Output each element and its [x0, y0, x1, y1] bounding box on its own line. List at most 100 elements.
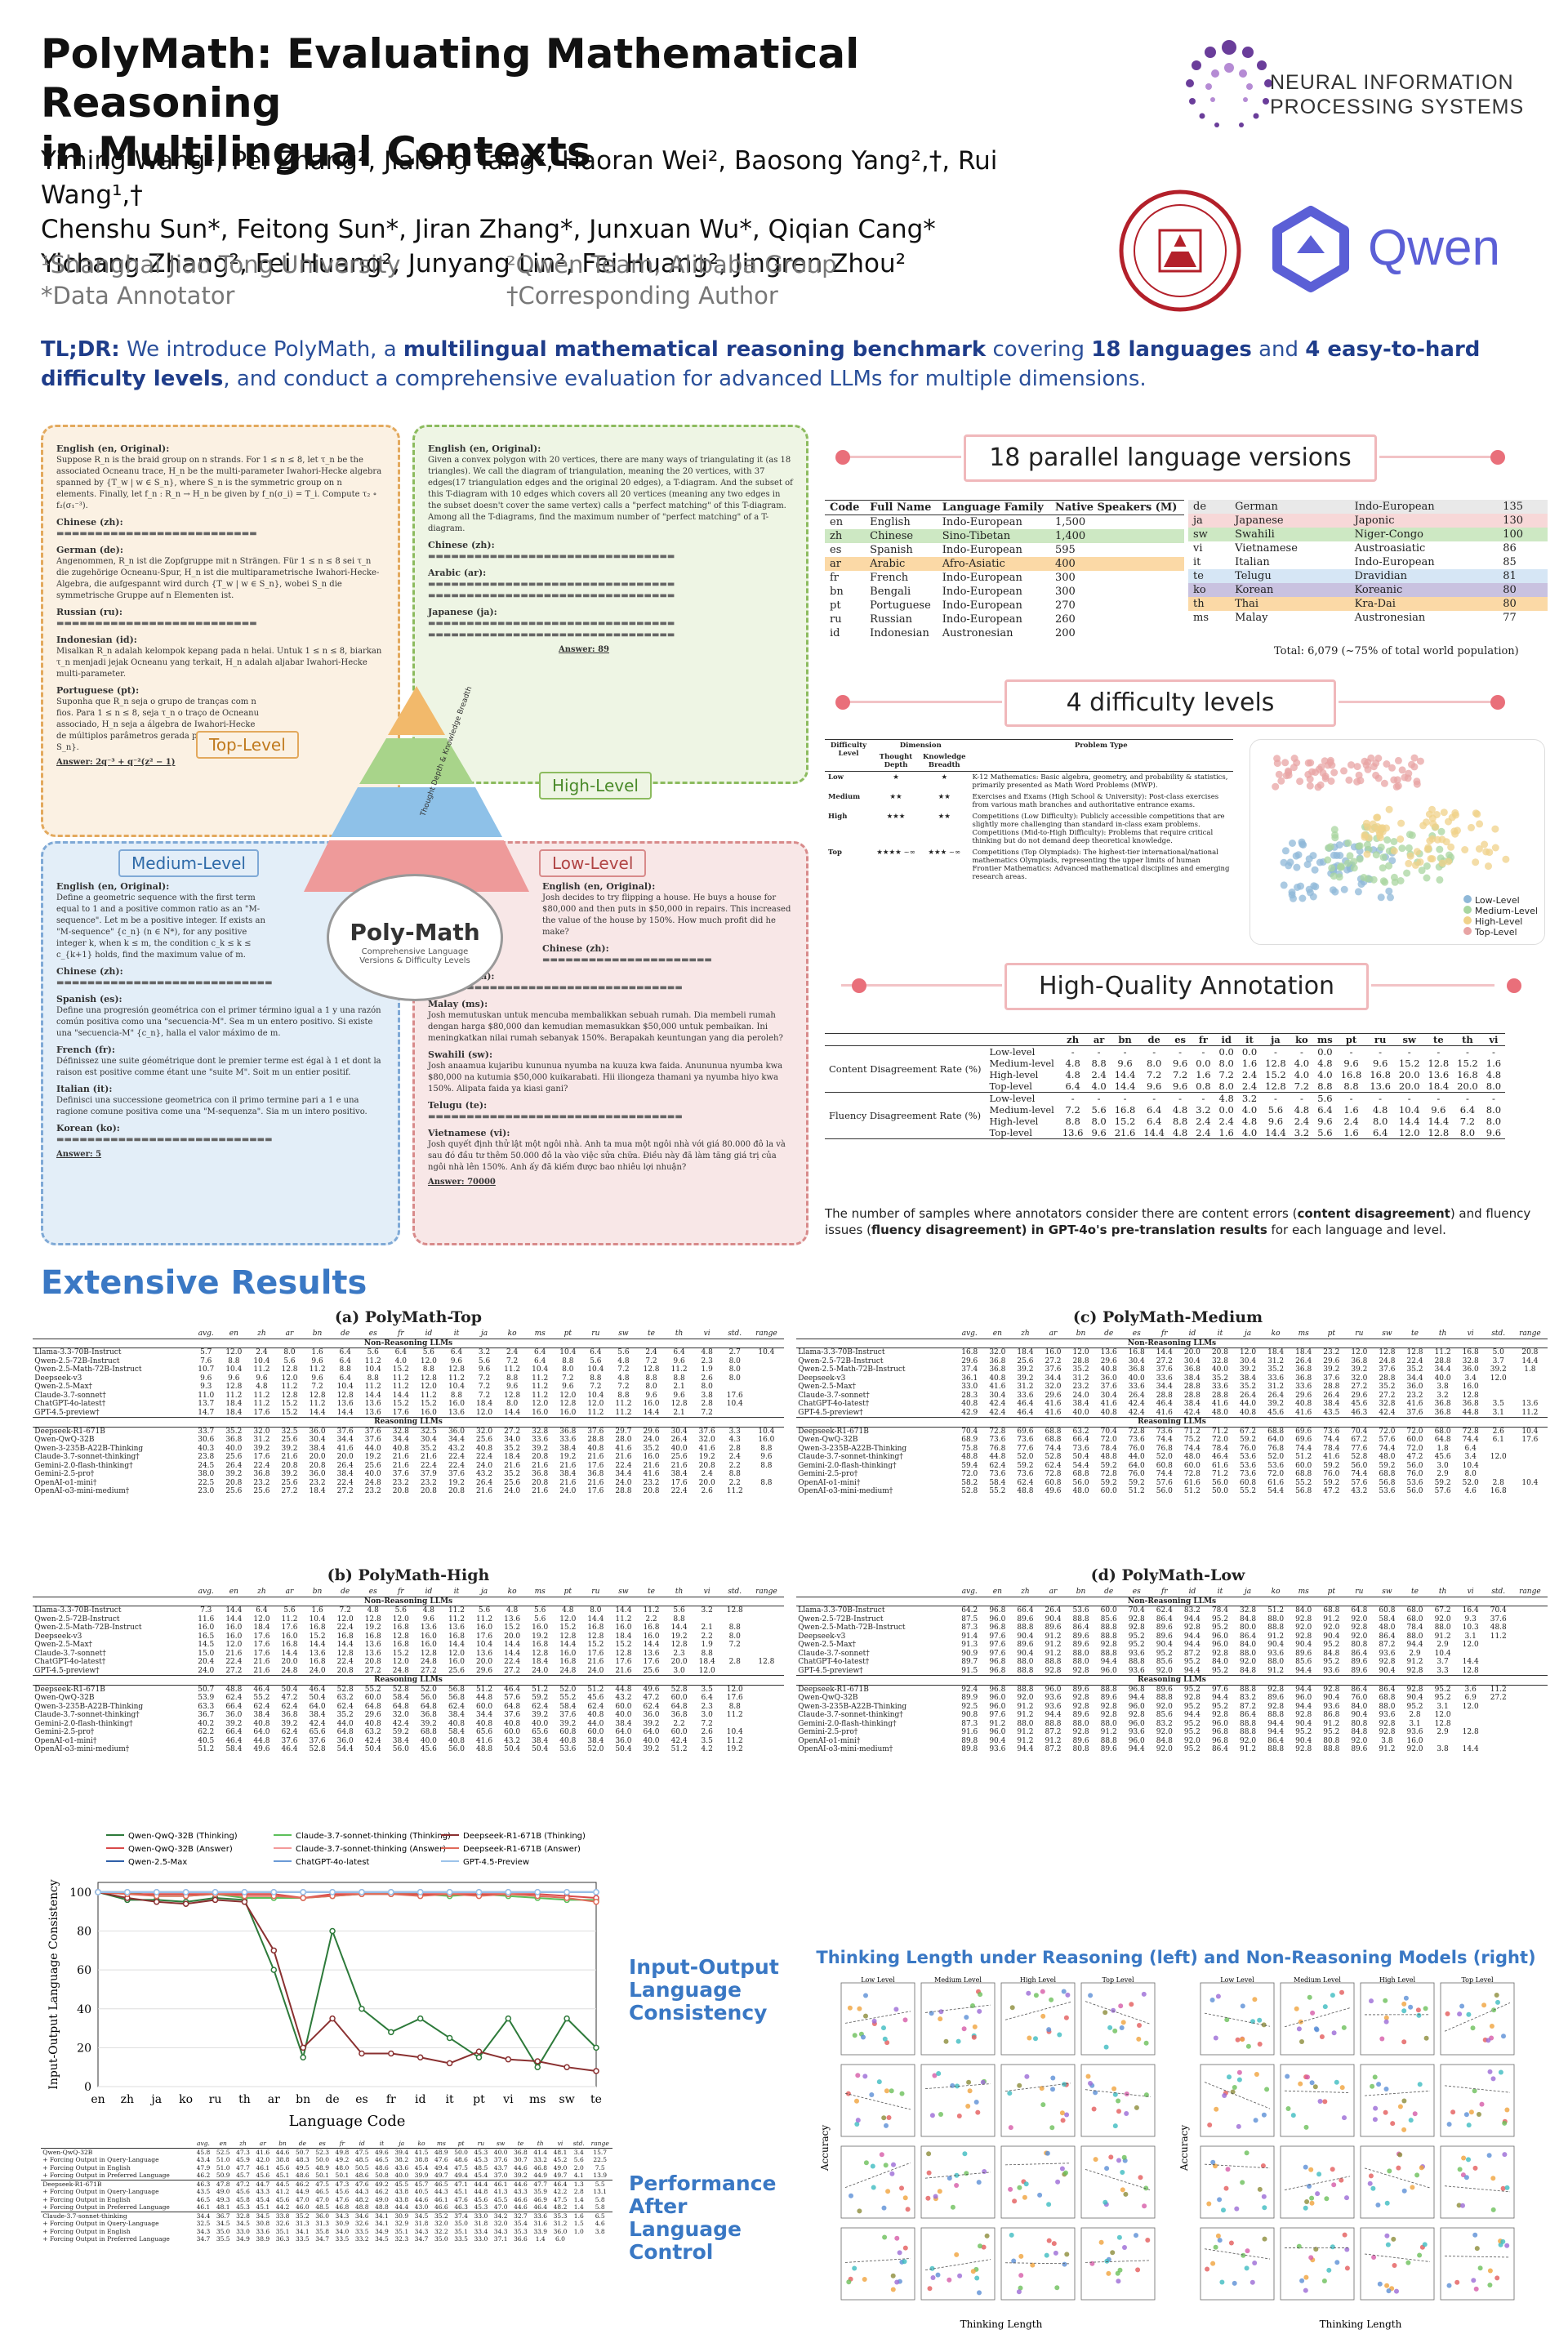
table-cell: 14.4 [336, 1641, 354, 1649]
lang-cell: Indo-European [942, 572, 1022, 584]
model-name: Gemini-2.5-pro† [798, 1470, 858, 1478]
results-group-label: Non-Reasoning LLMs [33, 1596, 784, 1606]
trend-line [1085, 2260, 1152, 2263]
series-point [329, 1927, 336, 1935]
table-cell: 40.8 [504, 1719, 521, 1728]
table-row: Llama-3.3-70B-Instruct 7.3 14.4 6.4 5.6 1.6 7.… [33, 1606, 784, 1615]
table-cell: 30.4 [989, 1391, 1006, 1400]
table-cell: 84.0 [1295, 1606, 1312, 1615]
table-cell: 35.2 [420, 1444, 437, 1453]
table-cell: 37.6 [309, 1736, 326, 1745]
ann-cell: 5.6 [1317, 1127, 1333, 1138]
model-name: Qwen-2.5-Max† [34, 1383, 93, 1391]
table-cell: 40.0 [670, 1444, 688, 1453]
subplot-frame [1440, 2064, 1515, 2137]
table-cell: 84.0 [1351, 1702, 1368, 1711]
ann-cell: - [1071, 1046, 1075, 1058]
table-cell: 36.8 [1128, 1365, 1145, 1374]
table-row: Qwen-2.5-Max† 33.0 41.6 31.2 32.0 23.2 37.6 33.… [796, 1383, 1548, 1392]
ann-cell: 8.8 [1172, 1116, 1188, 1127]
ann-cell: 8.8 [1065, 1116, 1080, 1127]
table-cell: 5.6 [283, 1606, 296, 1615]
scatter-point [1064, 2252, 1070, 2257]
ann-cell: 7.2 [1294, 1080, 1310, 1092]
scatter-point [884, 2088, 889, 2094]
table-cell: 96.0 [1100, 1666, 1117, 1675]
table-cell: 4.8 [617, 1374, 630, 1383]
table-cell: 74.4 [1351, 1470, 1368, 1478]
col-breadth: Knowledge Breadth [923, 753, 966, 769]
ann-cell: - [1123, 1093, 1127, 1104]
lang-label: Indonesian (id): [56, 635, 137, 645]
table-cell: 95.2 [1183, 1702, 1200, 1711]
trend-line [924, 2004, 991, 2013]
results-col-header: it [442, 1588, 470, 1597]
series-line [97, 1891, 597, 1903]
scatter-point [1135, 2267, 1141, 2273]
table-cell: 6.4 [339, 1356, 351, 1365]
table-cell: 64.8 [670, 1702, 688, 1711]
results-col-header: sw [1373, 1330, 1401, 1339]
table-cell: 86.4 [1379, 1685, 1396, 1694]
table-cell: 46.6 [434, 2203, 448, 2211]
scatter-point [1222, 2093, 1227, 2098]
ann-cell: 7.2 [1147, 1069, 1162, 1080]
table-cell: 57.6 [1351, 1478, 1368, 1487]
table-cell: 15.2 [309, 1632, 326, 1641]
ann-cell: 4.8 [1172, 1104, 1188, 1116]
scatter-point [1330, 768, 1339, 777]
table-row: Qwen-QwQ-32B 45.8 52.5 47.3 41.6 44.6 50.7 52.3… [41, 2148, 612, 2156]
ann-col-header: id [1221, 1034, 1232, 1045]
table-cell: 92.8 [1295, 1632, 1312, 1641]
lang-cell: German [1235, 501, 1278, 513]
scatter-point [1350, 864, 1358, 872]
scatter-point [884, 2123, 889, 2128]
scatter-point [870, 2163, 875, 2169]
lang-cell: Italian [1235, 556, 1270, 568]
table-cell: 88.0 [1072, 1649, 1089, 1658]
scatter-point [1461, 846, 1469, 853]
table-cell: 50.4 [504, 1745, 521, 1753]
table-cell: 88.8 [1017, 1666, 1034, 1675]
trend-line [1364, 2090, 1431, 2096]
scatter-point [1296, 777, 1304, 786]
table-cell: 27.2 [1045, 1356, 1062, 1365]
scatter-point [1376, 831, 1384, 840]
table-cell: 16.8 [309, 1658, 326, 1666]
table-cell: 94.4 [1183, 1615, 1200, 1624]
table-cell: 42.4 [392, 1719, 409, 1728]
results-col-header: fr [386, 1588, 415, 1597]
scatter-point [1217, 2197, 1223, 2203]
ann-cell: 12.0 [1398, 1127, 1420, 1138]
qwen-hexagon-icon [1272, 206, 1349, 292]
results-col-header: ms [526, 1588, 555, 1597]
table-cell: 44.0 [364, 1444, 381, 1453]
subplot-frame [920, 2145, 996, 2219]
table-cell: 23.0 [198, 1487, 215, 1495]
table-cell: 88.8 [1100, 1624, 1117, 1632]
table-cell: 23.2 [309, 1478, 326, 1487]
table-cell: 38.4 [559, 1470, 577, 1478]
scatter-point [1437, 827, 1446, 835]
table-row: OpenAI-o3-mini-medium† 23.0 25.6 25.6 27.2 18… [33, 1487, 784, 1496]
example-text-placeholder: ▬▬▬▬▬▬▬▬▬▬▬▬▬▬▬▬▬▬▬▬▬▬▬▬▬▬▬▬▬▬▬▬ ▬▬▬▬▬▬▬▬… [428, 619, 675, 639]
ann-row: High-level 8.8 8.0 15.2 6.4 8.8 2.4 2.4 4.8 9.6 2.… [825, 1116, 1505, 1127]
ann-cell: - [1466, 1093, 1469, 1104]
table-cell: 93.6 [989, 1745, 1006, 1753]
table-cell: 46.4 [533, 2203, 548, 2211]
ann-cell: 0.0 [1241, 1046, 1258, 1058]
scatter-point [890, 2287, 896, 2292]
table-cell: 9.6 [673, 1391, 685, 1400]
table-cell: 12.0 [726, 1685, 743, 1694]
table-cell: 11.2 [726, 1736, 743, 1745]
table-cell: 12.8 [559, 1400, 577, 1408]
table-cell: 20.8 [1521, 1348, 1539, 1356]
table-cell: 41.6 [1045, 1408, 1062, 1417]
results-col-header: de [331, 1330, 359, 1339]
results-col-header [796, 1330, 956, 1339]
results-col-header: fr [386, 1330, 415, 1339]
scatter-point [1335, 873, 1343, 881]
scatter-point [1299, 2278, 1305, 2283]
table-cell: 2.8 [1409, 1711, 1421, 1719]
lang-row: fr French Indo-European 300 [825, 571, 1184, 585]
